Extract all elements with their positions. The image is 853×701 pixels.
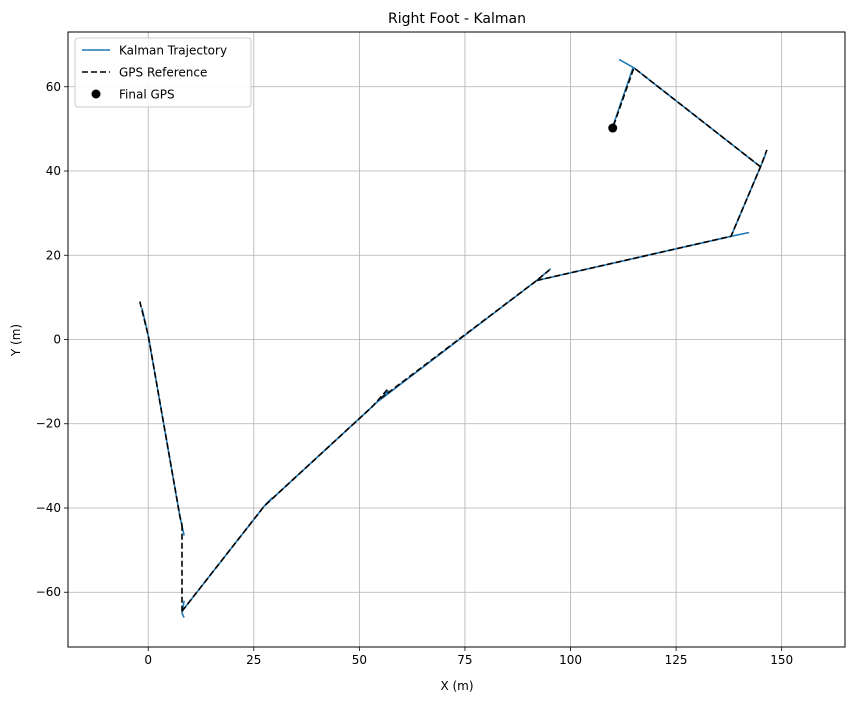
axis-ticks: 0 25 50 75 100 125 150 −60 −40 −20 0 20 40 60 (36, 80, 793, 667)
y-tick-label: 0 (53, 333, 61, 347)
gps-reference-segment (536, 149, 768, 282)
x-tick-label: 100 (559, 653, 582, 667)
legend-gps-label: GPS Reference (119, 66, 207, 80)
final-gps-marker (608, 123, 618, 133)
x-tick-label: 0 (144, 653, 152, 667)
legend: Kalman Trajectory GPS Reference Final GP… (74, 37, 252, 108)
y-axis-label: Y (m) (9, 324, 23, 357)
legend-final-label: Final GPS (119, 88, 175, 102)
legend-final-marker (91, 89, 101, 99)
legend-box (74, 37, 252, 108)
x-tick-label: 150 (770, 653, 793, 667)
y-tick-label: −20 (36, 417, 61, 431)
legend-kalman-label: Kalman Trajectory (119, 44, 227, 58)
x-tick-label: 50 (352, 653, 367, 667)
y-tick-label: −60 (36, 585, 61, 599)
x-tick-label: 125 (665, 653, 688, 667)
plot-area (139, 58, 768, 618)
x-tick-label: 75 (457, 653, 472, 667)
kalman-trajectory-segment (181, 600, 185, 618)
y-tick-label: 40 (46, 164, 61, 178)
kalman-trajectory-segment (618, 58, 761, 168)
gps-reference-segment (611, 67, 761, 168)
gps-reference-segment (380, 269, 550, 400)
chart-title: Right Foot - Kalman (388, 11, 526, 27)
x-axis-label: X (m) (440, 679, 473, 693)
gps-reference-segment (139, 301, 183, 525)
y-tick-label: −40 (36, 501, 61, 515)
x-tick-label: 25 (246, 653, 261, 667)
gps-reference-segment (181, 387, 390, 612)
y-tick-label: 60 (46, 80, 61, 94)
gps-reference-series (139, 67, 768, 612)
y-tick-label: 20 (46, 248, 61, 262)
